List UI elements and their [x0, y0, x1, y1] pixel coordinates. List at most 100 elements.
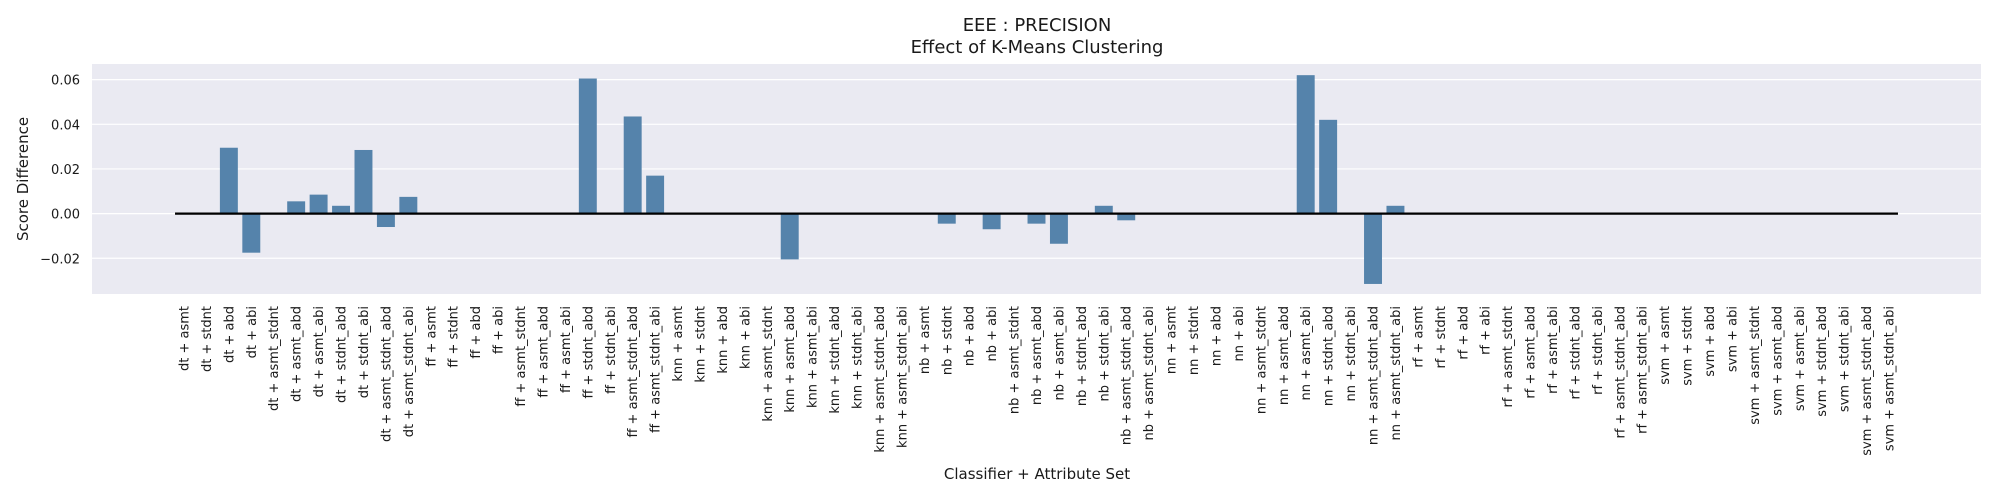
x-tick-label: dt + asmt_stdnt_abd: [379, 306, 394, 442]
x-tick-label: ff + asmt_abi: [559, 306, 574, 393]
x-tick-label: svm + asmt: [1658, 306, 1673, 385]
x-tick-label: rf + asmt: [1411, 306, 1426, 368]
x-tick-label: svm + abd: [1703, 306, 1718, 377]
x-tick-label: svm + stdnt_abd: [1815, 306, 1830, 417]
x-tick-label: knn + asmt_abd: [783, 306, 798, 413]
x-tick-label: nn + stdnt: [1187, 306, 1202, 375]
x-tick-label: svm + stdnt: [1681, 306, 1696, 386]
x-tick-label: ff + asmt_stdnt: [514, 306, 529, 407]
x-tick-label: svm + asmt_abd: [1770, 306, 1785, 416]
bar: [287, 201, 306, 214]
x-tick-label: rf + asmt_stdnt_abd: [1613, 306, 1628, 439]
bar: [1364, 213, 1382, 284]
x-tick-label: rf + asmt_abd: [1524, 306, 1539, 399]
x-tick-label: rf + stdnt_abd: [1568, 306, 1583, 400]
x-tick-label: nn + stdnt_abd: [1322, 306, 1337, 406]
x-tick-label: dt + stdnt: [200, 306, 215, 372]
x-tick-label: nb + asmt_abi: [1052, 306, 1067, 400]
bar: [646, 175, 665, 214]
bar: [1296, 75, 1315, 214]
x-tick-label: dt + asmt_abi: [312, 306, 327, 397]
x-tick-label: knn + asmt_stdnt_abi: [895, 306, 910, 448]
x-tick-label: svm + stdnt_abi: [1838, 306, 1853, 412]
bar: [623, 116, 642, 214]
bars: [219, 75, 1405, 284]
x-tick-label: nn + asmt_abi: [1299, 306, 1314, 400]
y-tick-label: −0.02: [40, 252, 80, 267]
x-tick-label: nb + asmt_stdnt: [1008, 306, 1023, 414]
y-tick-label: 0.06: [51, 74, 80, 89]
x-tick-label: dt + asmt: [178, 306, 193, 371]
x-tick-label: knn + asmt_stdnt_abd: [873, 306, 888, 453]
bar: [578, 78, 597, 214]
x-tick-label: svm + asmt_abi: [1793, 306, 1808, 411]
x-tick-label: nb + asmt_abd: [1030, 306, 1045, 405]
y-tick-label: 0.04: [51, 118, 80, 133]
x-tick-label: knn + asmt_abi: [806, 306, 821, 408]
x-tick-label: nn + asmt_stdnt: [1254, 306, 1269, 414]
x-tick-label: knn + abi: [738, 306, 753, 369]
x-tick-label: nb + stdnt: [940, 306, 955, 375]
x-tick-label: svm + asmt_stdnt_abi: [1883, 306, 1898, 451]
bar: [1094, 205, 1113, 214]
x-tick-label: nn + asmt_abd: [1277, 306, 1292, 405]
bar: [1027, 213, 1046, 224]
x-tick-labels: dt + asmt dt + stdnt dt + abd dt + abi dt + …: [178, 306, 1898, 456]
x-tick-label: ff + asmt_stdnt_abi: [649, 306, 664, 433]
x-tick-label: dt + stdnt_abd: [335, 306, 350, 403]
x-tick-label: nn + asmt_stdnt_abi: [1389, 306, 1404, 440]
x-tick-label: dt + stdnt_abi: [357, 306, 372, 398]
y-tick-labels: −0.02 0.00 0.02 0.04 0.06: [40, 74, 80, 268]
x-tick-label: dt + asmt_stdnt_abi: [402, 306, 417, 437]
x-tick-label: rf + abd: [1456, 306, 1471, 360]
y-axis-label: Score Difference: [14, 117, 32, 241]
x-tick-label: knn + abd: [716, 306, 731, 374]
bar: [1049, 213, 1068, 244]
bar: [937, 213, 956, 224]
y-tick-label: 0.00: [51, 208, 80, 223]
bar: [309, 194, 328, 214]
x-tick-label: ff + stdnt_abi: [604, 306, 619, 394]
bar: [982, 213, 1001, 230]
bar: [219, 147, 238, 214]
x-tick-label: ff + asmt_stdnt_abd: [626, 306, 641, 438]
x-tick-label: nn + stdnt_abi: [1344, 306, 1359, 401]
x-tick-label: knn + stdnt_abi: [851, 306, 866, 409]
bar: [354, 149, 373, 214]
x-tick-label: nb + abd: [963, 306, 978, 366]
x-tick-label: knn + stdnt: [693, 306, 708, 383]
x-tick-label: nb + asmt_stdnt_abd: [1120, 306, 1135, 445]
bar: [1117, 213, 1136, 221]
bar: [376, 213, 395, 228]
plot-area: [92, 64, 1981, 294]
x-tick-label: ff + asmt: [424, 306, 439, 367]
x-tick-label: ff + stdnt_abd: [581, 306, 596, 399]
bar: [780, 213, 799, 260]
x-tick-label: knn + stdnt_abd: [828, 306, 843, 414]
x-tick-label: ff + stdnt: [447, 306, 462, 368]
x-tick-label: dt + abi: [245, 306, 260, 358]
x-tick-label: knn + asmt: [671, 306, 686, 382]
x-tick-label: dt + asmt_abd: [290, 306, 305, 402]
x-tick-label: rf + asmt_abi: [1546, 306, 1561, 394]
y-tick-label: 0.02: [51, 163, 80, 178]
x-tick-label: nb + stdnt_abi: [1097, 306, 1112, 401]
x-tick-label: nn + asmt_stdnt_abd: [1367, 306, 1382, 445]
x-tick-label: dt + asmt_stdnt: [267, 306, 282, 411]
x-tick-label: nb + asmt_stdnt_abi: [1142, 306, 1157, 440]
x-tick-label: nb + asmt: [918, 306, 933, 374]
x-tick-label: svm + asmt_stdnt_abd: [1860, 306, 1875, 456]
x-axis-label: Classifier + Attribute Set: [944, 465, 1130, 483]
bar: [242, 213, 261, 253]
chart-title: EEE : PRECISION: [963, 15, 1112, 36]
bar: [332, 205, 351, 214]
x-tick-label: rf + abi: [1479, 306, 1494, 355]
x-tick-label: rf + asmt_stdnt_abi: [1636, 306, 1651, 434]
bar: [399, 196, 418, 214]
x-tick-label: nn + asmt: [1165, 306, 1180, 374]
x-tick-label: rf + stdnt_abi: [1591, 306, 1606, 395]
x-tick-label: nb + abi: [985, 306, 1000, 361]
x-tick-label: svm + abi: [1725, 306, 1740, 372]
x-tick-label: svm + asmt_stdnt: [1748, 306, 1763, 425]
